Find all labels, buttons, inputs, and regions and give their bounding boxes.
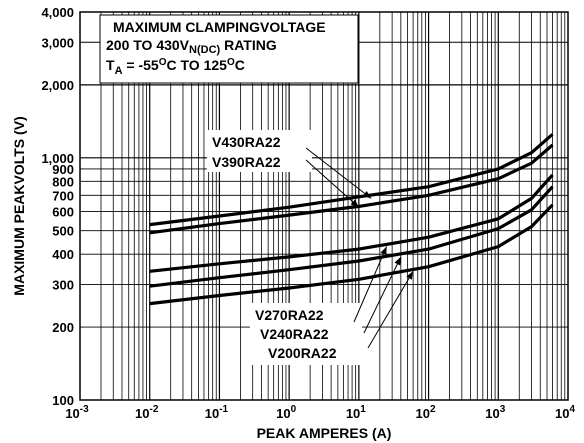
leader-arrowhead: [362, 190, 372, 199]
plot-frame: [79, 11, 569, 401]
y-tick-label: 200: [52, 320, 74, 335]
chart-title-line-2: 200 TO 430VN(DC) RATING: [106, 37, 277, 56]
axis-ticks: 10-3 10-2 10-1 100 101 102 103 104 100 200 300 400 5…: [41, 5, 575, 421]
label-v430ra22: V430RA22: [212, 134, 281, 150]
lower-labels-box: [250, 303, 362, 365]
y-tick-label: 300: [52, 277, 74, 292]
y-tick-label: 100: [52, 393, 74, 408]
leader-arrowhead: [394, 256, 401, 266]
y-tick-label: 1,000: [41, 151, 74, 166]
leader-arrowhead: [380, 246, 387, 256]
chart-title-line-3: TA = -55OC TO 125OC: [106, 57, 245, 77]
y-tick-label: 4,000: [41, 5, 74, 20]
chart-title-line-1: MAXIMUM CLAMPINGVOLTAGE: [113, 19, 326, 35]
leader-arrowhead: [406, 271, 414, 280]
series-line-v240ra22: [149, 185, 554, 288]
series-lines: [149, 133, 554, 306]
leader-arrowhead: [350, 199, 359, 208]
x-tick-label: 103: [485, 404, 505, 421]
series-line-v430ra22: [149, 133, 554, 227]
x-axis-label: PEAK AMPERES (A): [257, 425, 392, 441]
label-v200ra22: V200RA22: [268, 345, 337, 361]
y-axis-label: MAXIMUM PEAKVOLTS (V): [11, 116, 27, 295]
leader-line: [363, 256, 402, 334]
y-tick-label: 800: [52, 174, 74, 189]
leader-line: [367, 271, 414, 349]
y-tick-label: 600: [52, 205, 74, 220]
title-box: [99, 14, 359, 84]
upper-labels-box: [207, 130, 312, 172]
y-tick-label: 700: [52, 188, 74, 203]
y-tick-label: 3,000: [41, 35, 74, 50]
leader-line: [305, 159, 360, 208]
label-v390ra22: V390RA22: [212, 154, 281, 170]
leader-line: [305, 147, 372, 199]
label-v240ra22: V240RA22: [260, 326, 329, 342]
y-tick-label: 400: [52, 247, 74, 262]
leader-line: [353, 246, 388, 323]
x-tick-label: 101: [346, 404, 366, 421]
series-line-v390ra22: [149, 143, 554, 235]
x-tick-label: 10-3: [65, 404, 89, 421]
series-line-v270ra22: [149, 173, 554, 273]
x-tick-label: 104: [555, 404, 575, 421]
y-tick-label: 500: [52, 224, 74, 239]
annotation-leaders: [305, 147, 414, 349]
x-tick-label: 10-1: [205, 404, 229, 421]
label-v270ra22: V270RA22: [255, 307, 324, 323]
y-tick-label: 900: [52, 162, 74, 177]
y-tick-label: 2,000: [41, 78, 74, 93]
series-line-v200ra22: [149, 203, 554, 306]
x-tick-label: 102: [416, 404, 436, 421]
x-tick-label: 100: [276, 404, 296, 421]
x-tick-label: 10-2: [135, 404, 159, 421]
